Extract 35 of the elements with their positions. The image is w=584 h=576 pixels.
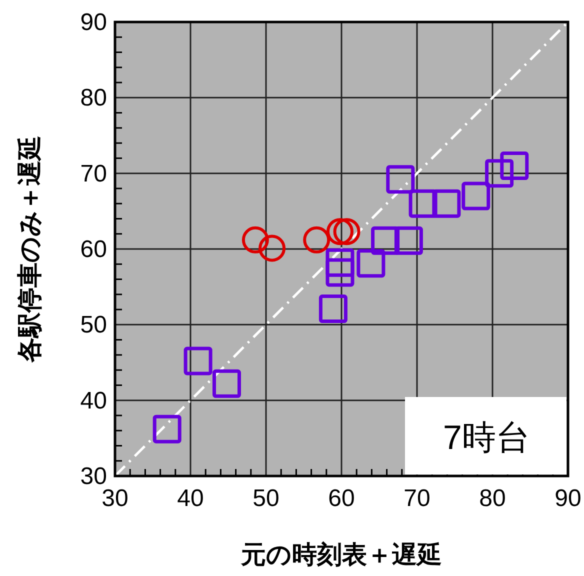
point [356, 249, 386, 278]
x-tick-label: 90 [554, 485, 582, 512]
point [184, 346, 212, 376]
y-axis-title: 各駅停車のみ＋遅延 [16, 136, 44, 364]
point [242, 226, 269, 254]
point [462, 182, 490, 210]
point [303, 226, 330, 254]
x-tick-label: 70 [404, 485, 430, 512]
y-tick-label: 90 [80, 9, 107, 36]
annotation: 7時台 [443, 419, 530, 457]
point [258, 234, 286, 262]
x-tick-label: 50 [252, 485, 280, 512]
point [386, 165, 415, 194]
y-tick-label: 70 [80, 160, 107, 188]
point [326, 258, 354, 287]
y-tick-label: 50 [80, 312, 107, 339]
point [326, 218, 354, 246]
y-tick-label: 80 [80, 84, 107, 112]
point [371, 226, 400, 255]
x-tick-label: 80 [479, 485, 506, 512]
point [500, 152, 529, 180]
point [152, 414, 182, 444]
point [408, 189, 438, 218]
point [394, 226, 423, 255]
point [326, 248, 354, 277]
point [318, 294, 348, 324]
point [333, 218, 360, 246]
point [212, 369, 241, 398]
x-tick-label: 60 [328, 485, 355, 512]
y-tick-label: 40 [80, 387, 107, 414]
point [485, 159, 514, 188]
x-tick-label: 40 [177, 485, 204, 512]
point [432, 189, 461, 218]
x-axis-title: 元の時刻表＋遅延 [240, 541, 442, 569]
y-tick-label: 60 [80, 236, 107, 263]
